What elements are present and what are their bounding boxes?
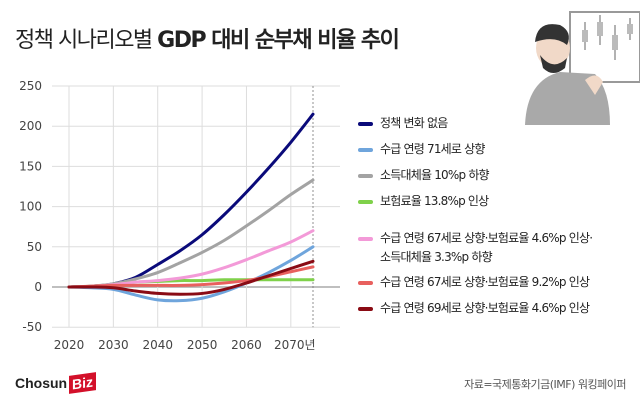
title-bold: GDP 대비 순부채 비율 추이 <box>157 28 400 53</box>
legend-label: 정책 변화 없음 <box>380 116 448 130</box>
x-tick-label: 2060 <box>231 338 262 352</box>
page-title: 정책 시나리오별 GDP 대비 순부채 비율 추이 <box>15 22 400 54</box>
y-tick-label: 100 <box>19 200 42 214</box>
x-tick-label: 2070년 <box>274 338 316 352</box>
legend-label: 수급 연령 69세로 상향·보험료율 4.6%p 인상 <box>380 301 590 315</box>
illustration-person-icon <box>525 11 640 125</box>
legend-swatch <box>358 307 373 311</box>
series-line-2 <box>67 178 315 289</box>
legend-swatch <box>358 174 373 178</box>
y-tick-label: -50 <box>22 320 42 334</box>
legend-label: 수급 연령 71세로 상향 <box>380 142 485 156</box>
legend-swatch <box>358 281 373 285</box>
x-tick-label: 2050 <box>187 338 218 352</box>
legend-item-age71[interactable]: 수급 연령 71세로 상향 <box>358 140 640 159</box>
legend-swatch <box>358 122 373 126</box>
logo-accent: Biz <box>69 372 97 394</box>
legend-swatch <box>358 237 373 241</box>
legend-label: 수급 연령 67세로 상향·보험료율 4.6%p 인상· 소득대체율 3.3%p … <box>380 229 593 267</box>
legend-item-no-change[interactable]: 정책 변화 없음 <box>358 114 640 133</box>
y-tick-label: 50 <box>27 240 42 254</box>
legend-item-replacement-rate[interactable]: 소득대체율 10%p 하향 <box>358 166 640 185</box>
x-tick-label: 2020 <box>54 338 85 352</box>
chosunbiz-logo: Chosun Biz <box>15 372 97 394</box>
legend-label: 보험료율 13.8%p 인상 <box>380 194 489 208</box>
legend-label: 소득대체율 10%p 하향 <box>380 168 490 182</box>
logo-main: Chosun <box>15 375 68 391</box>
legend-label-line1: 수급 연령 67세로 상향·보험료율 4.6%p 인상· <box>380 231 593 245</box>
y-tick-label: 0 <box>34 280 42 294</box>
legend-swatch <box>358 200 373 204</box>
legend: 정책 변화 없음 수급 연령 71세로 상향 소득대체율 10%p 하향 보험료… <box>358 114 640 318</box>
line-chart: 250 200 150 100 50 0 -50 2020 2030 2040 2050 2060 20… <box>19 79 340 352</box>
source-note: 자료=국제통화기금(IMF) 워킹페이퍼 <box>464 378 626 391</box>
legend-label: 수급 연령 67세로 상향·보험료율 9.2%p 인상 <box>380 275 590 289</box>
y-tick-label: 150 <box>19 159 42 173</box>
title-regular: 정책 시나리오별 <box>15 28 158 53</box>
series-line-0 <box>67 112 315 289</box>
legend-item-combo3[interactable]: 수급 연령 69세로 상향·보험료율 4.6%p 인상 <box>358 299 640 318</box>
legend-item-combo1[interactable]: 수급 연령 67세로 상향·보험료율 4.6%p 인상· 소득대체율 3.3%p … <box>358 229 640 267</box>
legend-item-combo2[interactable]: 수급 연령 67세로 상향·보험료율 9.2%p 인상 <box>358 273 640 292</box>
legend-item-premium[interactable]: 보험료율 13.8%p 인상 <box>358 192 640 211</box>
y-tick-label: 250 <box>19 79 42 93</box>
x-tick-label: 2040 <box>142 338 173 352</box>
series-line-6 <box>67 259 315 296</box>
y-tick-label: 200 <box>19 119 42 133</box>
x-tick-label: 2030 <box>98 338 129 352</box>
legend-label-line2: 소득대체율 3.3%p 하향 <box>380 250 493 264</box>
legend-swatch <box>358 148 373 152</box>
